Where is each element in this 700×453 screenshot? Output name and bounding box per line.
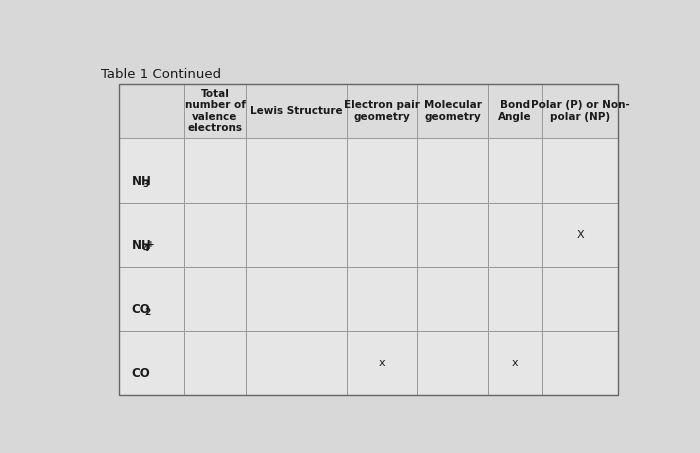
Text: X: X — [577, 230, 584, 240]
Bar — [488, 267, 542, 331]
Text: x: x — [379, 358, 385, 368]
Bar — [246, 267, 346, 331]
Bar — [246, 138, 346, 202]
Bar — [118, 331, 183, 395]
Bar — [118, 202, 183, 267]
Bar — [417, 202, 488, 267]
Bar — [542, 84, 618, 138]
Bar — [542, 202, 618, 267]
Bar — [346, 331, 417, 395]
Bar — [346, 84, 417, 138]
Bar — [346, 267, 417, 331]
Bar — [246, 331, 346, 395]
Text: Total
number of
valence
electrons: Total number of valence electrons — [185, 88, 246, 133]
Bar — [417, 84, 488, 138]
Text: Lewis Structure: Lewis Structure — [250, 106, 343, 116]
Bar — [346, 202, 417, 267]
Bar — [183, 267, 246, 331]
Bar — [118, 267, 183, 331]
Text: 3: 3 — [142, 180, 148, 189]
Text: NH: NH — [132, 239, 151, 252]
Bar — [417, 331, 488, 395]
Text: x: x — [512, 358, 519, 368]
Text: CO: CO — [132, 303, 150, 316]
Bar — [183, 138, 246, 202]
Bar — [183, 202, 246, 267]
Bar — [488, 84, 542, 138]
Text: Bond
Angle: Bond Angle — [498, 100, 532, 122]
Bar — [183, 331, 246, 395]
Bar — [246, 84, 346, 138]
Text: 4: 4 — [142, 244, 149, 253]
Bar — [542, 138, 618, 202]
Bar — [118, 84, 618, 395]
Bar — [118, 84, 183, 138]
Bar — [346, 138, 417, 202]
Text: CO: CO — [132, 367, 150, 381]
Text: Molecular
geometry: Molecular geometry — [424, 100, 482, 122]
Text: Electron pair
geometry: Electron pair geometry — [344, 100, 420, 122]
Text: Polar (P) or Non-
polar (NP): Polar (P) or Non- polar (NP) — [531, 100, 630, 122]
Bar — [246, 202, 346, 267]
Bar — [488, 138, 542, 202]
Text: 2: 2 — [144, 308, 150, 318]
Bar — [417, 267, 488, 331]
Bar — [542, 331, 618, 395]
Bar — [488, 331, 542, 395]
Bar — [118, 138, 183, 202]
Text: Table 1 Continued: Table 1 Continued — [102, 68, 222, 81]
Bar — [183, 84, 246, 138]
Bar — [542, 267, 618, 331]
Bar — [417, 138, 488, 202]
Text: NH: NH — [132, 174, 151, 188]
Text: +: + — [147, 240, 155, 249]
Bar — [488, 202, 542, 267]
